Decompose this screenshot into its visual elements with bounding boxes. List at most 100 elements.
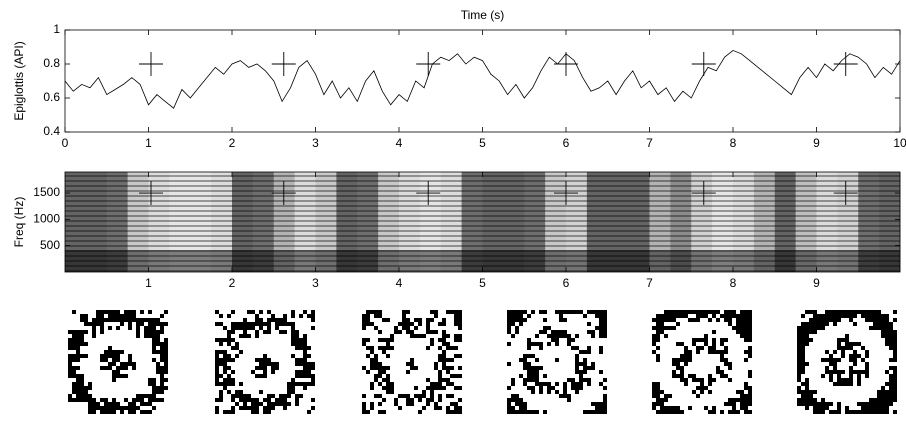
thumbnail-pixel (664, 406, 668, 410)
thumbnail-pixel (251, 370, 255, 374)
thumbnail-pixel (583, 378, 587, 382)
thumbnail-pixel (454, 406, 458, 410)
thumbnail-pixel (279, 394, 283, 398)
thumbnail-pixel (434, 402, 438, 406)
thumbnail-pixel (112, 398, 116, 402)
thumbnail-pixel (519, 322, 523, 326)
thumbnail-pixel (68, 370, 72, 374)
thumbnail-pixel (555, 330, 559, 334)
thumbnail-pixel (656, 382, 660, 386)
thumbnail-pixel (829, 314, 833, 318)
thumbnail-pixel (152, 358, 156, 362)
thumbnail-pixel (291, 310, 295, 314)
thumbnail-pixel (507, 406, 511, 410)
thumbnail-pixel (128, 406, 132, 410)
thumbnail-pixel (563, 394, 567, 398)
thumbnail-pixel (263, 366, 267, 370)
thumbnail-pixel (243, 406, 247, 410)
thumbnail-pixel (845, 382, 849, 386)
thumbnail-pixel (716, 310, 720, 314)
thumbnail-pixel (571, 382, 575, 386)
crosshair-marker (833, 52, 858, 76)
thumbnail-pixel (156, 362, 160, 366)
thumbnail-pixel (603, 394, 607, 398)
thumbnail-pixel (817, 318, 821, 322)
thumbnail-pixel (215, 370, 219, 374)
thumbnail-pixel (507, 318, 511, 322)
thumbnail-pixel (853, 354, 857, 358)
thumbnail-pixel (861, 358, 865, 362)
data-line (64, 49, 901, 109)
y-tick-label: 0.4 (43, 124, 60, 138)
thumbnail-pixel (88, 322, 92, 326)
y-tick-label: 1500 (33, 185, 60, 199)
thumbnail-pixel (100, 326, 104, 330)
thumbnail-pixel (386, 338, 390, 342)
thumbnail-pixel (283, 402, 287, 406)
thumbnail-pixel (382, 366, 386, 370)
thumbnail-pixel (547, 342, 551, 346)
thumbnail-pixel (398, 330, 402, 334)
y-axis-label: Epiglottis (API) (12, 41, 26, 120)
thumbnail-pixel (438, 398, 442, 402)
thumbnail-pixel (825, 358, 829, 362)
thumbnail-pixel (152, 346, 156, 350)
thumbnail-pixel (108, 362, 112, 366)
thumbnail-pixel (458, 310, 462, 314)
thumbnail-pixel (374, 366, 378, 370)
thumbnail-pixel (287, 390, 291, 394)
thumbnail-pixel (656, 322, 660, 326)
crosshair-marker (416, 52, 441, 76)
thumbnail-pixel (390, 390, 394, 394)
thumbnail-pixel (458, 366, 462, 370)
thumbnail-pixel (688, 358, 692, 362)
thumbnail-pixel (84, 314, 88, 318)
thumbnail-pixel (311, 398, 315, 402)
thumbnail-pixel (267, 406, 271, 410)
thumbnail-pixel (362, 406, 366, 410)
thumbnail-pixel (243, 402, 247, 406)
thumbnail-pixel (438, 386, 442, 390)
thumbnail-pixel (307, 382, 311, 386)
thumbnail-pixel (227, 354, 231, 358)
thumbnail-pixel (402, 322, 406, 326)
thumbnail-pixel (231, 326, 235, 330)
thumbnail-pixel (386, 382, 390, 386)
thumbnail-pixel (438, 338, 442, 342)
thumbnail-pixel (80, 386, 84, 390)
thumbnail-pixel (116, 374, 120, 378)
thumbnail-pixel (720, 374, 724, 378)
thumbnail-pixel (271, 402, 275, 406)
thumbnail-pixel (215, 374, 219, 378)
thumbnail-pixel (700, 390, 704, 394)
thumbnail-pixel (567, 342, 571, 346)
thumbnail-pixel (833, 322, 837, 326)
thumbnail-pixel (434, 314, 438, 318)
thumbnail-pixel (893, 382, 897, 386)
thumbnail-pixel (100, 354, 104, 358)
thumbnail-pixel (748, 326, 752, 330)
thumbnail-pixel (76, 334, 80, 338)
thumbnail-pixel (80, 382, 84, 386)
thumbnail-pixel (287, 394, 291, 398)
thumbnail-pixel (406, 394, 410, 398)
thumbnail-pixel (732, 406, 736, 410)
thumbnail-pixel (507, 326, 511, 330)
thumbnail-pixel (378, 362, 382, 366)
thumbnail-pixel (446, 366, 450, 370)
thumbnail-pixel (76, 390, 80, 394)
thumbnail-pixel (652, 394, 656, 398)
thumbnail-pixel (160, 346, 164, 350)
thumbnail-pixel (873, 314, 877, 318)
thumbnail-pixel (833, 310, 837, 314)
thumbnail-pixel (112, 378, 116, 382)
thumbnail-pixel (817, 322, 821, 326)
thumbnail-pixel (251, 406, 255, 410)
thumbnail-pixel (837, 374, 841, 378)
thumbnail-pixel (251, 310, 255, 314)
x-tick-label: 1 (145, 276, 152, 290)
thumbnail-pixel (797, 334, 801, 338)
thumbnail-pixel (68, 358, 72, 362)
thumbnail-pixel (406, 310, 410, 314)
thumbnail-pixel (728, 398, 732, 402)
